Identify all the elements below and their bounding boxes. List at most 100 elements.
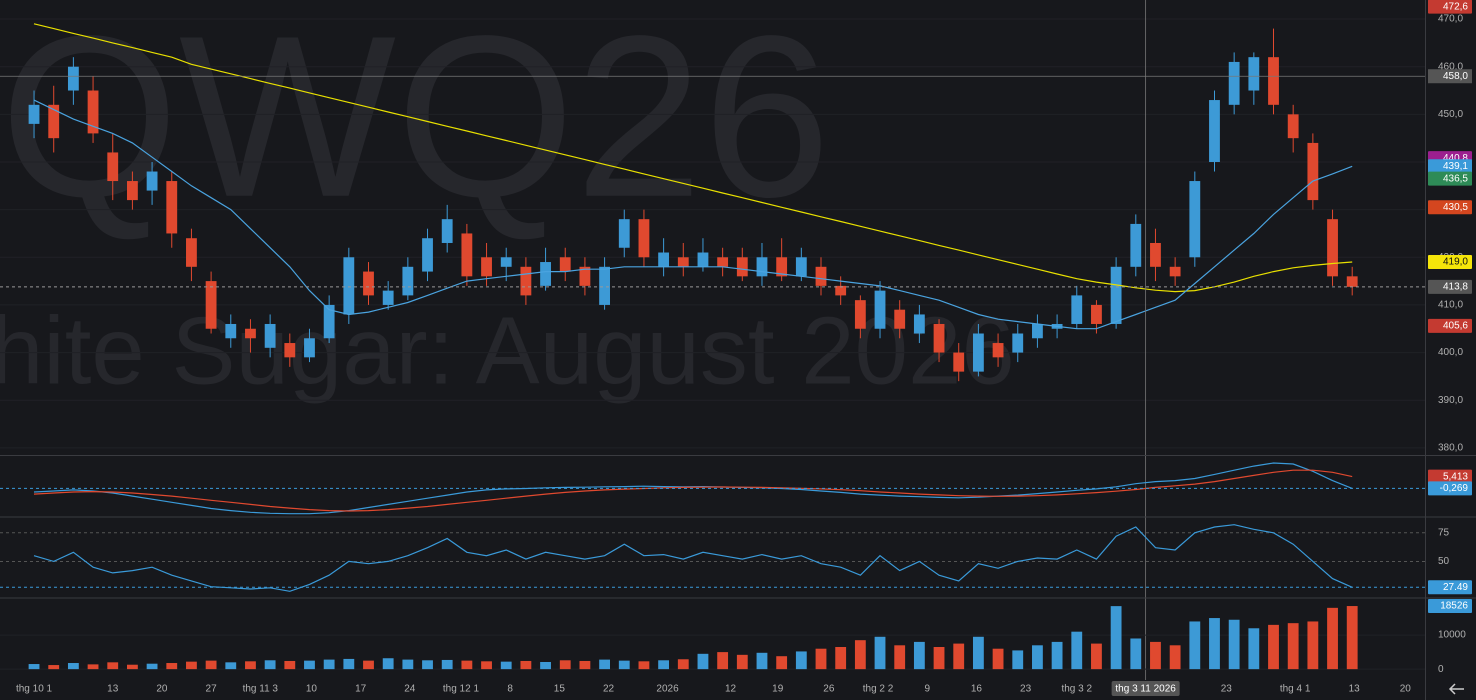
crosshair-time-label: thg 3 11 2026: [1115, 684, 1176, 695]
y-tick-label: 75: [1438, 527, 1450, 538]
candle-body: [1327, 219, 1338, 277]
volume-bar: [1110, 606, 1122, 670]
volume-bar: [1012, 650, 1024, 670]
x-tick-label: thg 4 1: [1280, 684, 1311, 695]
candle-body: [87, 90, 99, 134]
candle-body: [854, 300, 866, 329]
candle-body: [579, 266, 591, 286]
volume-bar: [795, 651, 807, 670]
candle-body: [363, 271, 374, 296]
volume-bar: [166, 663, 178, 670]
candle-body: [717, 257, 729, 267]
candle-body: [618, 219, 630, 248]
volume-bar: [1032, 645, 1043, 670]
volume-bar: [107, 662, 119, 670]
x-tick-label: thg 12 1: [443, 684, 480, 695]
candle-body: [1248, 57, 1260, 91]
indicator-line: [33, 524, 1353, 592]
price-tag-label: -0,269: [1440, 483, 1469, 494]
y-tick-label: 390,0: [1438, 395, 1463, 406]
x-tick-label: 22: [603, 684, 615, 695]
volume-bar: [1091, 643, 1102, 670]
volume-bar: [422, 660, 433, 670]
candle-body: [284, 343, 296, 358]
candle-body: [402, 266, 414, 296]
volume-bar: [815, 648, 827, 670]
candle-body: [1346, 276, 1358, 287]
volume-bar: [1130, 638, 1142, 670]
crosshair-time-tag: [1111, 681, 1180, 696]
candle-body: [481, 257, 492, 277]
price-tag: [1428, 599, 1472, 614]
volume-bar: [205, 660, 217, 670]
x-tick-label: 8: [507, 684, 513, 695]
price-tag-label: 419,0: [1443, 257, 1468, 268]
candle-body: [933, 323, 945, 353]
candle-body: [304, 338, 315, 358]
volume-bar: [1327, 607, 1338, 670]
volume-bar: [304, 660, 315, 670]
y-tick-label: 10000: [1438, 630, 1466, 641]
volume-bar: [677, 659, 689, 670]
volume-bar: [559, 660, 571, 670]
volume-bar: [599, 659, 610, 670]
candle-body: [913, 314, 925, 334]
candle-body: [697, 252, 709, 267]
x-tick-label: thg 3 2: [1061, 684, 1092, 695]
y-tick-label: 400,0: [1438, 347, 1463, 358]
candle-body: [48, 104, 60, 139]
x-tick-label: 26: [823, 684, 835, 695]
indicator-line: [33, 469, 1353, 512]
x-tick-label: 9: [924, 684, 930, 695]
y-tick-label: 470,0: [1438, 14, 1463, 25]
volume-bar: [520, 660, 532, 670]
volume-bar: [284, 660, 296, 670]
volume-bar: [540, 661, 551, 670]
x-tick-label: 15: [554, 684, 566, 695]
volume-bar: [972, 636, 984, 670]
candle-body: [1150, 242, 1161, 267]
volume-bar: [461, 660, 473, 670]
candle-body: [245, 328, 256, 339]
candle-body: [28, 104, 40, 124]
volume-bar: [363, 660, 374, 670]
x-tick-label: 24: [404, 684, 416, 695]
y-tick-label: 0: [1438, 664, 1444, 675]
candle-body: [146, 171, 158, 191]
y-tick-label: 460,0: [1438, 61, 1463, 72]
volume-bar: [225, 662, 237, 670]
x-tick-label: 2026: [656, 684, 679, 695]
price-tag: [1428, 171, 1472, 186]
x-tick-label: 13: [1349, 684, 1361, 695]
candle-body: [205, 281, 217, 329]
price-tag-label: 413,8: [1443, 281, 1468, 292]
candle-body: [1228, 61, 1240, 105]
scroll-back-button[interactable]: [1448, 683, 1464, 695]
volume-bar: [913, 641, 925, 670]
volume-bar: [1307, 621, 1319, 670]
volume-bar: [776, 656, 788, 670]
y-tick-label: 50: [1438, 556, 1450, 567]
volume-bar: [658, 660, 670, 670]
volume-bar: [146, 663, 158, 670]
price-tag: [1428, 255, 1472, 270]
volume-bar: [1228, 619, 1240, 670]
volume-bar: [1051, 641, 1063, 670]
volume-bar: [835, 647, 847, 670]
price-tag: [1428, 469, 1472, 484]
candle-body: [1268, 57, 1279, 105]
indicator-line: [33, 23, 1353, 293]
volume-bar: [1248, 628, 1260, 670]
candle-body: [382, 290, 394, 305]
volume-bar: [854, 640, 866, 670]
price-tag: [1428, 279, 1472, 294]
candle-body: [107, 152, 119, 182]
volume-bar: [1209, 618, 1220, 670]
indicator-line: [33, 99, 1353, 330]
x-tick-label: thg 10 1: [16, 684, 53, 695]
volume-bar: [186, 661, 197, 670]
volume-bar: [402, 659, 414, 670]
candle-body: [166, 181, 178, 234]
